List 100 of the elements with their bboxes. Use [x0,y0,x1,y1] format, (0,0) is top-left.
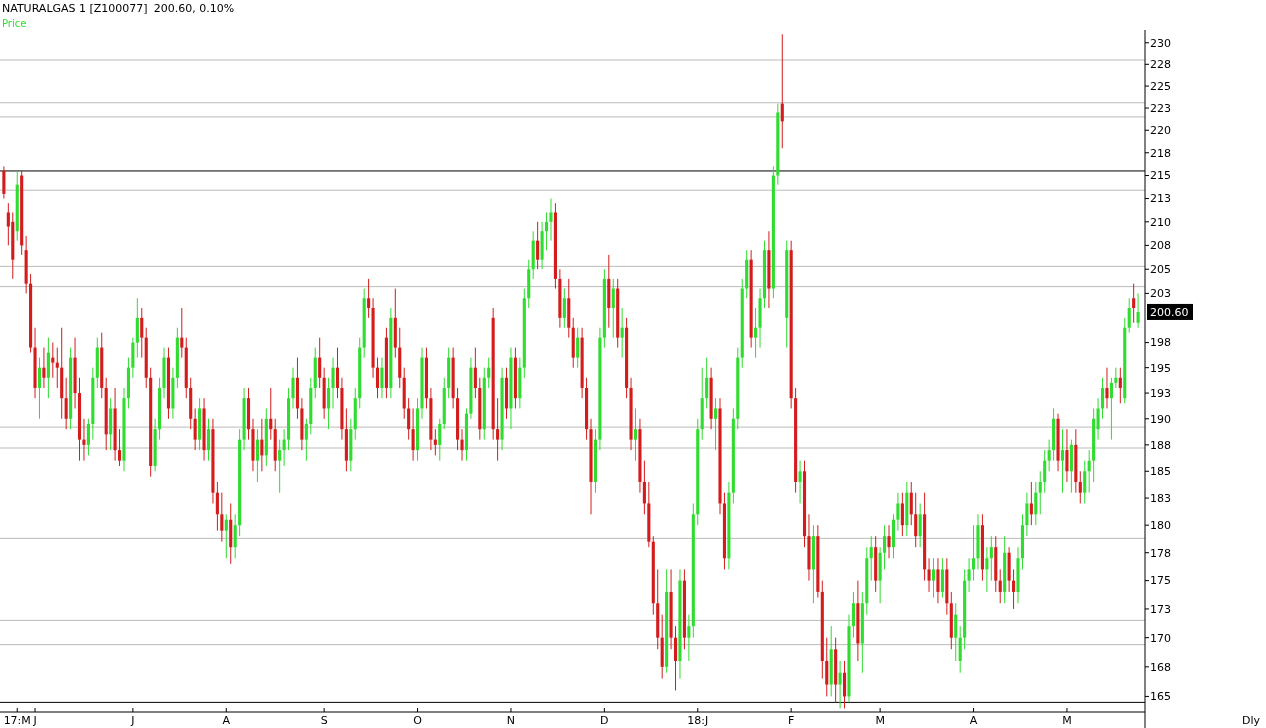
y-tick-label: 175 [1150,574,1171,588]
text: Dly [1241,714,1261,727]
candlestick [117,428,122,467]
candlestick [1100,377,1105,420]
candlestick [407,397,411,441]
y-tick-label: 230 [1150,36,1171,50]
candlestick [954,602,958,662]
x-tick-label: J [32,714,37,727]
candlestick [278,439,282,494]
candlestick [633,407,638,462]
y-tick-label: 220 [1150,124,1171,138]
candlestick [380,357,384,399]
candlestick [37,357,42,420]
candlestick [487,357,491,389]
candlestick [918,502,922,548]
y-tick-label: 165 [1150,690,1171,704]
candlestick [206,418,211,462]
candlestick [496,397,500,462]
candlestick [1096,397,1100,441]
candlestick [82,418,86,462]
candlestick [55,347,59,389]
y-tick-label: 228 [1150,58,1171,72]
candlestick [851,591,855,639]
candlestick [883,524,887,570]
y-tick-label: 205 [1150,263,1171,277]
x-tick-label: 17:M [3,714,31,727]
y-tick-label: 188 [1150,438,1171,452]
candlestick [282,428,286,467]
chart-subtitle: 200.60, 0.10% [153,2,235,15]
candlestick [51,342,55,379]
x-tick-label: A [969,714,978,727]
candlestick [1047,439,1051,472]
candlestick [64,377,68,430]
text: 200.60 [1150,305,1189,319]
candlestick [1078,470,1082,504]
candlestick [269,387,273,441]
candlestick [673,625,678,691]
candlestick [367,278,371,319]
x-tick-label: O [413,714,423,727]
y-tick-label: 195 [1150,361,1171,375]
x-tick-label: F [788,714,795,727]
candlestick [1029,481,1033,526]
y-tick-label: 193 [1150,386,1171,400]
candlestick [220,492,224,543]
candlestick [1012,568,1016,610]
candlestick [642,460,646,515]
candlestick [549,198,553,242]
x-tick-label: S [320,714,328,727]
candlestick [1034,481,1038,526]
y-tick-label: 190 [1150,412,1171,426]
candlestick [998,568,1002,604]
candlestick [887,524,891,559]
candlestick [1136,292,1140,329]
candlestick [1132,283,1136,324]
x-tick-label: D [600,714,609,727]
candlestick [260,418,264,472]
y-tick-label: 173 [1150,602,1171,616]
candlestick [473,347,477,399]
candlestick [798,460,802,504]
candlestick [989,535,993,582]
candlestick [1118,367,1122,404]
x-tick-label: J [130,714,135,727]
candlestick [1065,428,1069,483]
candlestick [1025,492,1029,537]
chart-title: NATURALGAS 1 [Z100077] [2,2,148,15]
y-tick-label: 183 [1150,491,1171,505]
candlestick [611,278,615,339]
candlestick [838,660,842,709]
y-tick-label: 210 [1150,215,1171,229]
candlestick [1109,377,1113,441]
candlestick [86,418,90,456]
x-tick-label: M [875,714,885,727]
candlestick [576,327,580,369]
candlestick [536,221,540,270]
x-tick-label: A [222,714,231,727]
candlestick [985,546,989,593]
candlestick [411,407,415,462]
candlestick [140,307,144,359]
y-tick-label: 198 [1150,336,1171,350]
y-tick-label: 215 [1150,169,1171,183]
text: Price [2,18,27,29]
candlestick [896,492,900,532]
candlestick [931,557,936,599]
candlestick [936,557,940,604]
candlestick [940,557,944,599]
candlestick [335,347,340,399]
candlestick [780,33,784,149]
y-tick-label: 225 [1150,79,1171,93]
y-tick-label: 213 [1150,192,1171,206]
candlestick [2,165,6,200]
candlestick [842,660,847,709]
candlestick [180,307,184,359]
candlestick [1087,449,1091,494]
y-tick-label: 170 [1150,631,1171,645]
candlestick [327,377,331,430]
candlestick [705,357,709,409]
candlestick [1083,460,1087,504]
candlestick [1038,470,1042,515]
candlestick [215,481,219,532]
candlestick [687,614,691,662]
